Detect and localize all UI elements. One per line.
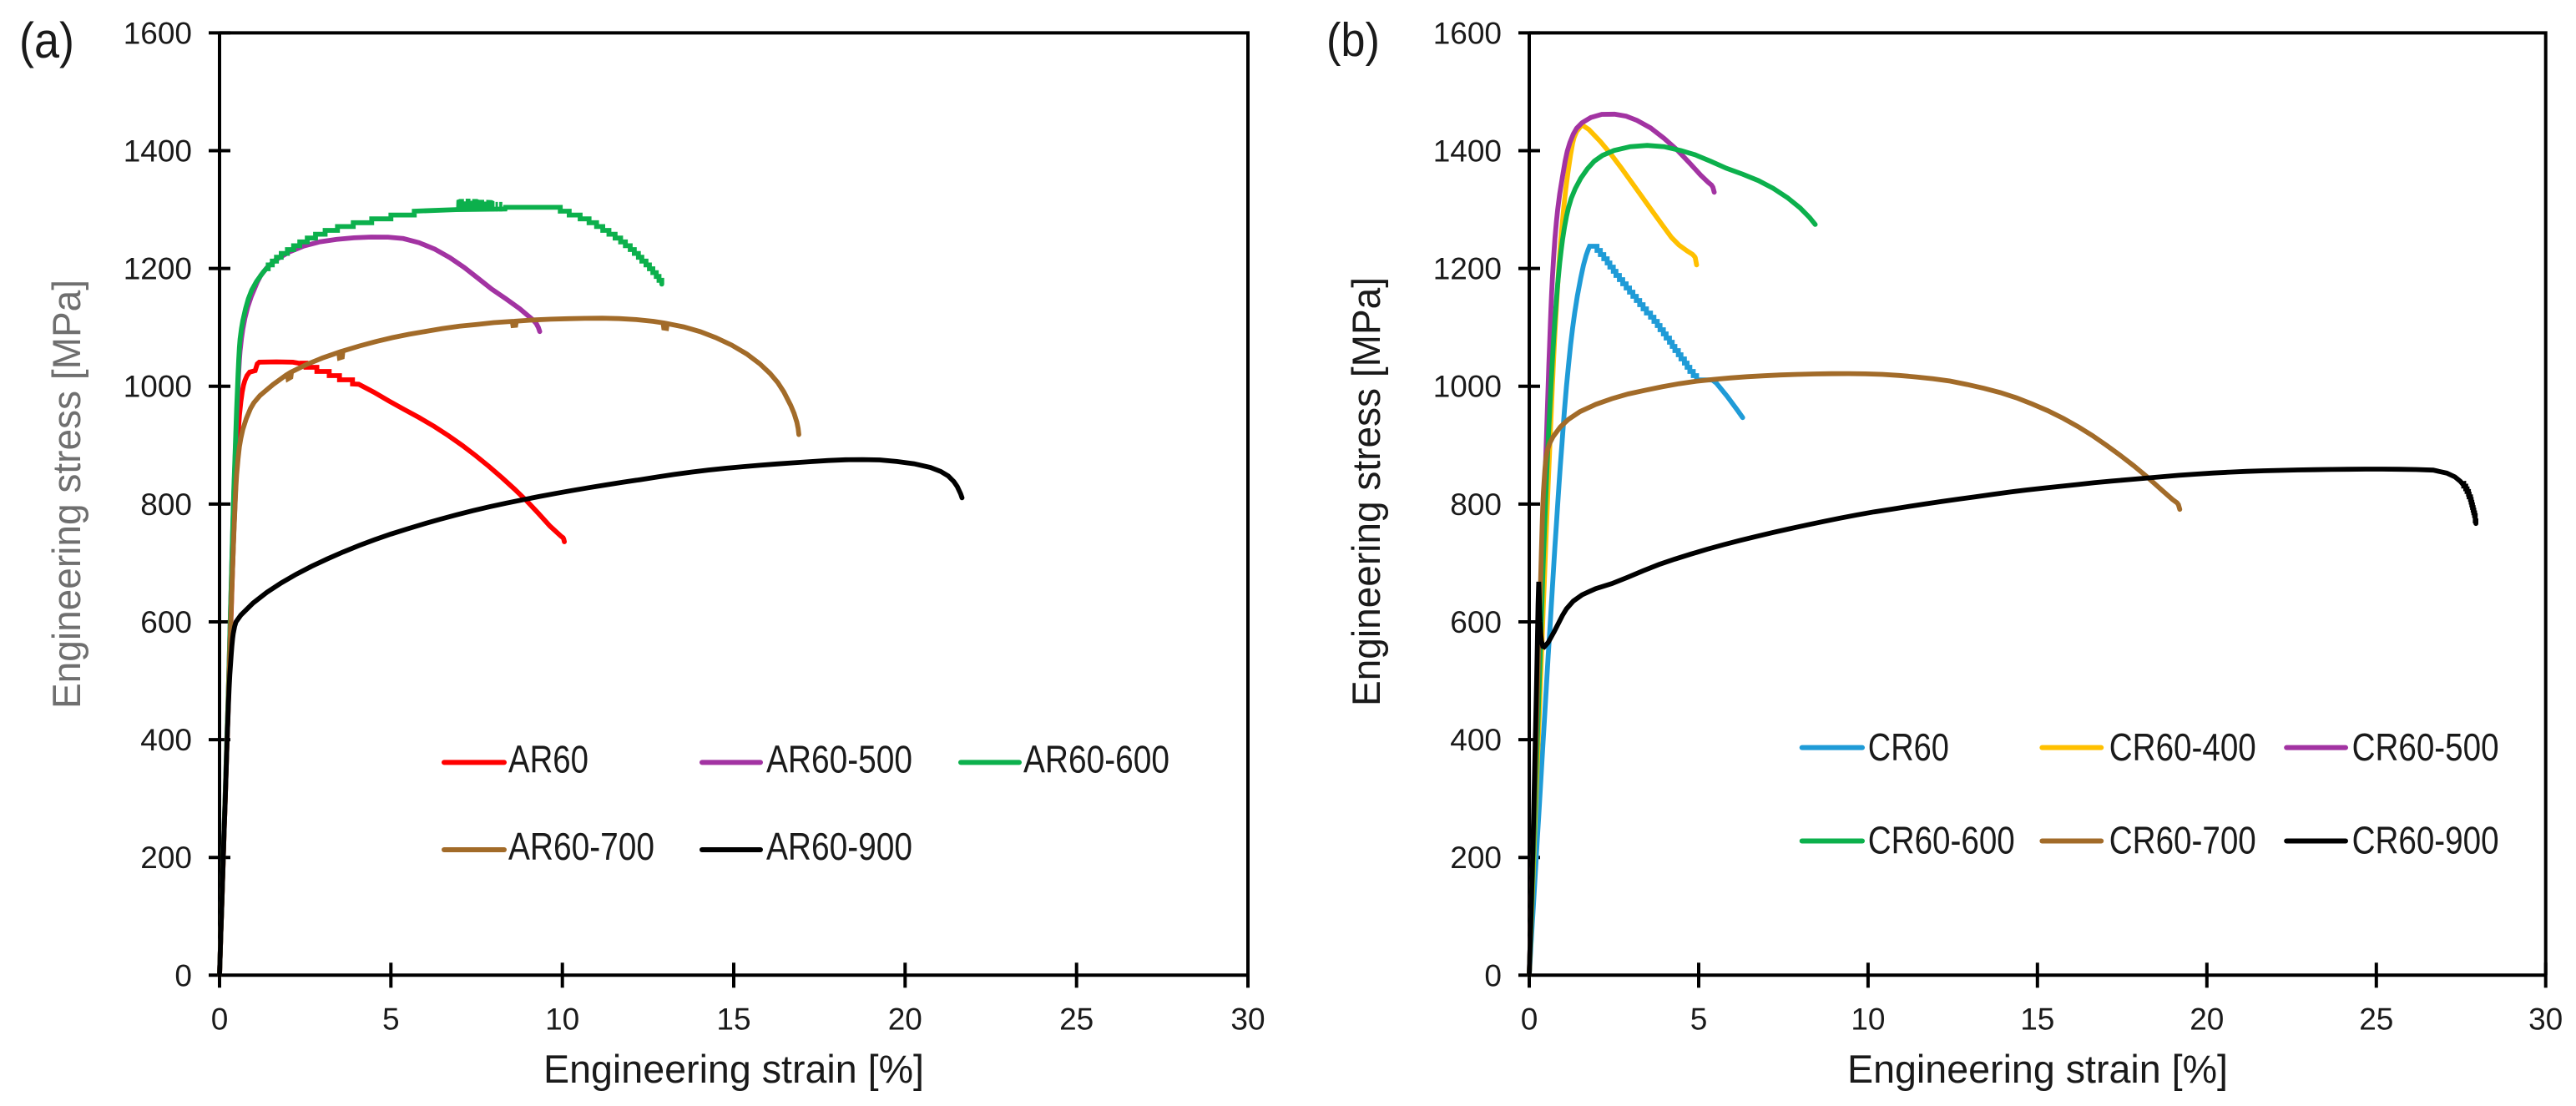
svg-text:600: 600: [140, 605, 192, 639]
svg-text:CR60-600: CR60-600: [1868, 819, 2015, 862]
svg-text:10: 10: [545, 1002, 579, 1037]
svg-text:1000: 1000: [1433, 370, 1502, 404]
svg-text:1600: 1600: [124, 16, 192, 50]
svg-text:400: 400: [140, 723, 192, 757]
svg-text:400: 400: [1450, 723, 1502, 757]
svg-text:0: 0: [174, 958, 192, 992]
svg-text:600: 600: [1450, 605, 1502, 639]
svg-text:Engineering strain [%]: Engineering strain [%]: [1847, 1047, 2228, 1091]
svg-text:AR60-500: AR60-500: [766, 738, 912, 781]
svg-text:20: 20: [2190, 1002, 2224, 1037]
svg-text:AR60-600: AR60-600: [1023, 738, 1169, 781]
svg-text:1600: 1600: [1433, 16, 1502, 50]
svg-text:1000: 1000: [124, 370, 192, 404]
svg-text:AR60-700: AR60-700: [508, 825, 654, 868]
svg-text:15: 15: [2020, 1002, 2054, 1037]
svg-text:15: 15: [716, 1002, 750, 1037]
svg-text:Engineering stress [MPa]: Engineering stress [MPa]: [44, 280, 88, 709]
svg-text:25: 25: [1059, 1002, 1094, 1037]
svg-text:0: 0: [1484, 958, 1502, 992]
svg-text:1200: 1200: [124, 252, 192, 286]
svg-text:Engineering stress [MPa]: Engineering stress [MPa]: [1344, 277, 1388, 706]
svg-text:5: 5: [382, 1002, 400, 1037]
svg-text:200: 200: [1450, 841, 1502, 875]
svg-text:(a): (a): [19, 13, 74, 68]
svg-text:0: 0: [1521, 1002, 1538, 1037]
svg-text:Engineering strain [%]: Engineering strain [%]: [543, 1047, 924, 1091]
svg-text:10: 10: [1851, 1002, 1885, 1037]
svg-text:25: 25: [2359, 1002, 2393, 1037]
svg-text:0: 0: [211, 1002, 229, 1037]
svg-text:AR60-900: AR60-900: [766, 825, 912, 868]
svg-text:1200: 1200: [1433, 252, 1502, 286]
svg-text:AR60: AR60: [508, 738, 588, 781]
svg-text:30: 30: [1230, 1002, 1265, 1037]
svg-text:CR60-500: CR60-500: [2352, 725, 2499, 769]
svg-text:200: 200: [140, 841, 192, 875]
svg-text:800: 800: [1450, 487, 1502, 522]
svg-text:1400: 1400: [124, 134, 192, 169]
svg-text:(b): (b): [1326, 13, 1380, 67]
svg-text:5: 5: [1690, 1002, 1708, 1037]
svg-text:CR60-700: CR60-700: [2109, 819, 2256, 862]
svg-text:20: 20: [888, 1002, 922, 1037]
svg-text:1400: 1400: [1433, 134, 1502, 169]
svg-text:30: 30: [2528, 1002, 2563, 1037]
svg-text:CR60-900: CR60-900: [2352, 819, 2499, 862]
svg-text:CR60: CR60: [1868, 725, 1949, 769]
svg-text:800: 800: [140, 487, 192, 522]
svg-text:CR60-400: CR60-400: [2109, 725, 2256, 769]
